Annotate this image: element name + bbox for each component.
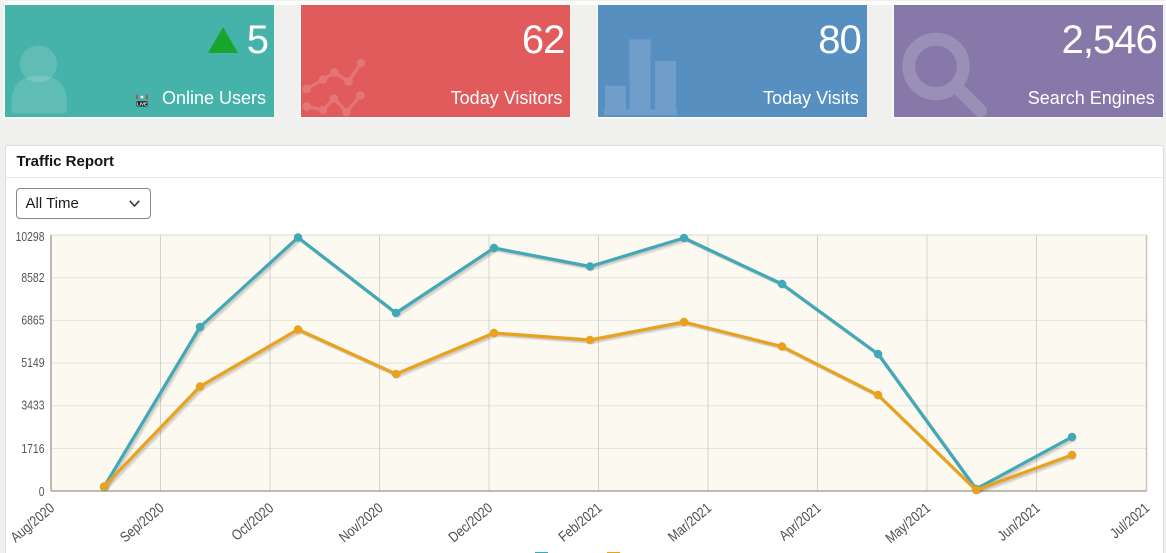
svg-text:LIVE: LIVE bbox=[137, 101, 147, 106]
svg-text:0: 0 bbox=[39, 485, 45, 499]
svg-text:Nov/2020: Nov/2020 bbox=[336, 500, 386, 546]
svg-text:5149: 5149 bbox=[21, 356, 44, 370]
svg-text:Dec/2020: Dec/2020 bbox=[445, 500, 495, 546]
svg-text:Sep/2020: Sep/2020 bbox=[117, 500, 167, 546]
svg-text:Aug/2020: Aug/2020 bbox=[7, 500, 57, 546]
svg-text:3433: 3433 bbox=[21, 398, 45, 412]
svg-text:May/2021: May/2021 bbox=[882, 500, 933, 547]
svg-text:Jun/2021: Jun/2021 bbox=[994, 500, 1043, 545]
svg-text:Jul/2021: Jul/2021 bbox=[1107, 500, 1153, 542]
svg-text:Mar/2021: Mar/2021 bbox=[665, 500, 715, 545]
svg-text:6865: 6865 bbox=[21, 313, 45, 327]
svg-text:10298: 10298 bbox=[16, 230, 45, 244]
svg-text:8582: 8582 bbox=[21, 271, 44, 285]
svg-text:1716: 1716 bbox=[21, 442, 45, 456]
svg-text:Oct/2020: Oct/2020 bbox=[228, 500, 276, 544]
svg-text:Feb/2021: Feb/2021 bbox=[555, 500, 605, 545]
svg-text:Apr/2021: Apr/2021 bbox=[776, 500, 824, 544]
